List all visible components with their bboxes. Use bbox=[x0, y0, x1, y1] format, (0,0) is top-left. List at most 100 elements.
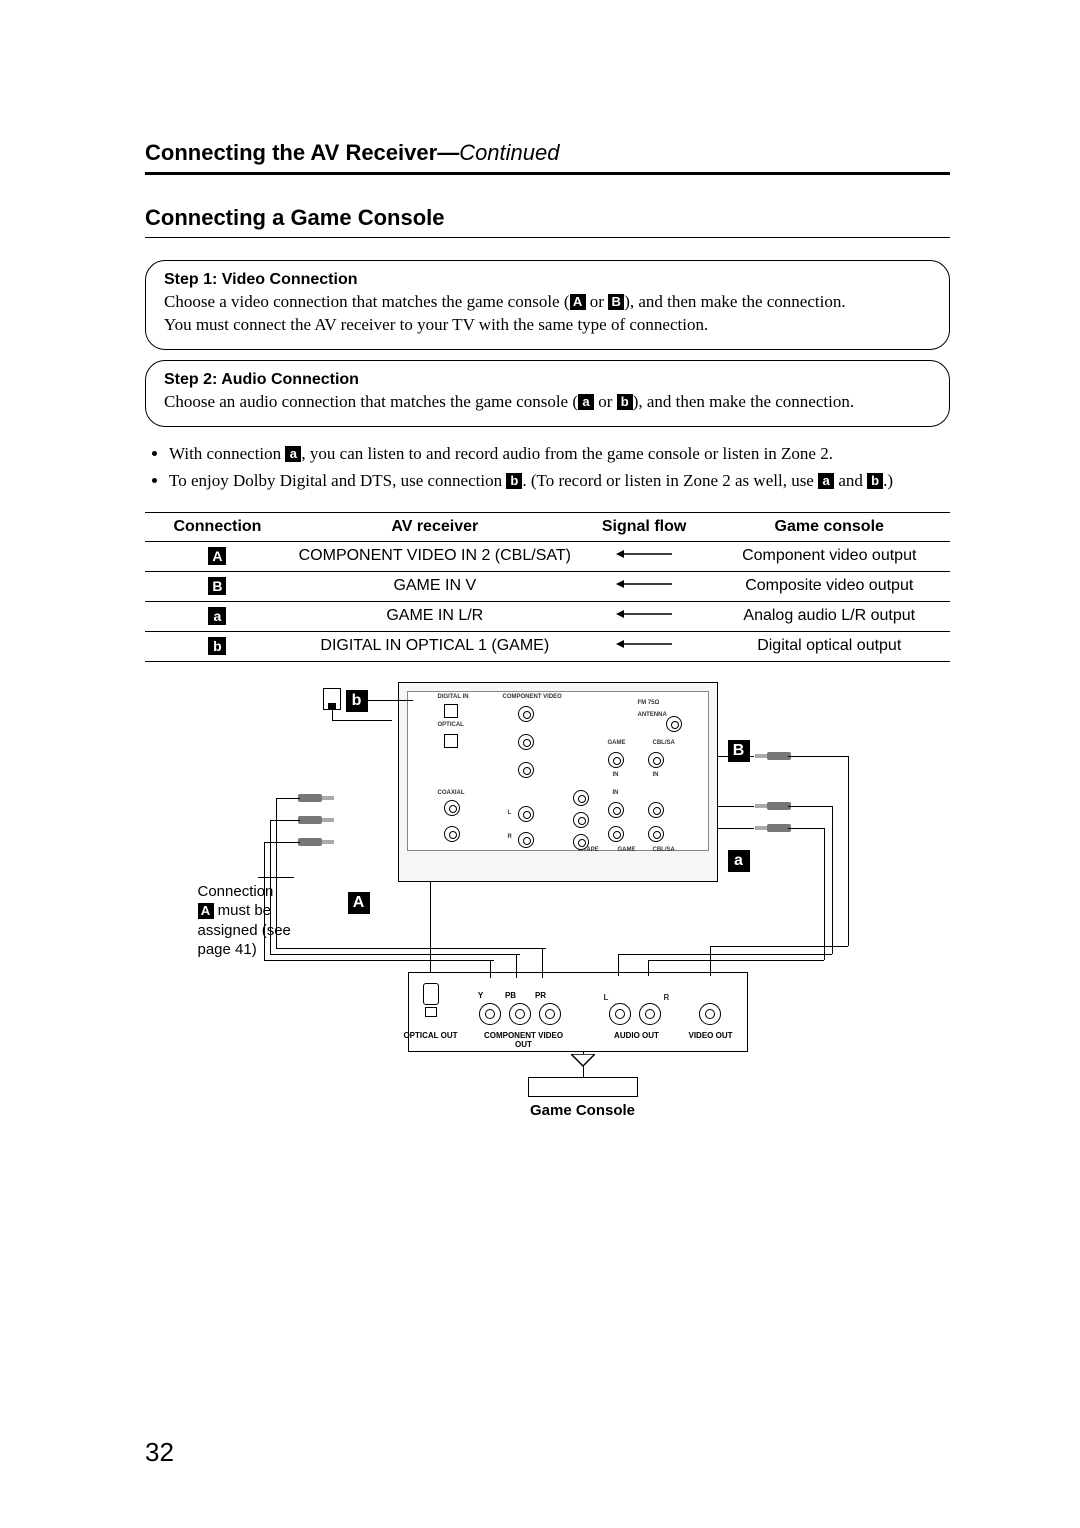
label-component-out: COMPONENT VIDEO OUT bbox=[479, 1031, 569, 1049]
port-icon bbox=[648, 802, 664, 818]
wire bbox=[270, 820, 300, 822]
port-icon bbox=[648, 752, 664, 768]
chip-A-icon: A bbox=[208, 547, 226, 565]
wire bbox=[618, 954, 620, 976]
wire bbox=[270, 820, 272, 954]
label-coaxial: COAXIAL bbox=[438, 790, 465, 796]
marker-b: b bbox=[346, 690, 368, 712]
wire bbox=[718, 806, 754, 808]
coax-port-icon bbox=[444, 800, 460, 816]
receiver-inner: DIGITAL IN OPTICAL COAXIAL COMPONENT VID… bbox=[407, 691, 709, 851]
table-row: b DIGITAL IN OPTICAL 1 (GAME) Digital op… bbox=[145, 631, 950, 661]
chip-a-icon: a bbox=[818, 473, 834, 489]
pr-jack-icon bbox=[539, 1003, 561, 1025]
label-l: L bbox=[508, 810, 512, 816]
step1-text: Choose a video connection that matches t… bbox=[164, 292, 570, 311]
audio-r-port-icon bbox=[518, 832, 534, 848]
label-antenna: ANTENNA bbox=[638, 712, 667, 718]
bullet2-a: To enjoy Dolby Digital and DTS, use conn… bbox=[169, 471, 506, 490]
step2-body: Choose an audio connection that matches … bbox=[164, 391, 931, 414]
step2-title: Step 2: Audio Connection bbox=[164, 371, 931, 389]
rca-plug-icon bbox=[298, 792, 336, 804]
connection-table: Connection AV receiver Signal flow Game … bbox=[145, 512, 950, 662]
chip-b-icon: b bbox=[506, 473, 522, 489]
rca-plug-icon bbox=[298, 836, 336, 848]
step2-or: or bbox=[594, 392, 617, 411]
audio-l-jack-icon bbox=[609, 1003, 631, 1025]
triangle-down-icon bbox=[571, 1054, 595, 1068]
label-l: L bbox=[604, 993, 609, 1002]
wire bbox=[276, 948, 546, 950]
wire bbox=[788, 756, 848, 758]
wire bbox=[332, 720, 392, 722]
optical-out-base-icon bbox=[425, 1007, 437, 1017]
label-game2: GAME bbox=[618, 847, 636, 853]
port-icon bbox=[444, 826, 460, 842]
label-fm: FM 75Ω bbox=[638, 700, 660, 706]
wire bbox=[648, 960, 650, 976]
label-pb: PB bbox=[504, 991, 518, 1000]
label-video-out: VIDEO OUT bbox=[681, 1031, 741, 1040]
list-item: With connection a, you can listen to and… bbox=[169, 441, 950, 467]
component-y-port-icon bbox=[518, 706, 534, 722]
optical-plug-icon bbox=[323, 688, 341, 710]
th-receiver: AV receiver bbox=[290, 512, 580, 541]
chip-A-icon: A bbox=[198, 903, 214, 919]
wire bbox=[276, 798, 300, 800]
wire bbox=[788, 828, 824, 830]
rca-plug-icon bbox=[753, 750, 791, 762]
step1-title: Step 1: Video Connection bbox=[164, 271, 931, 289]
bullet2-c: .) bbox=[883, 471, 893, 490]
cell-recv: COMPONENT VIDEO IN 2 (CBL/SAT) bbox=[290, 541, 580, 571]
optical-out-icon bbox=[423, 983, 439, 1005]
th-signal: Signal flow bbox=[580, 512, 709, 541]
side-note-line1: Connection bbox=[198, 883, 274, 900]
cell-console: Digital optical output bbox=[708, 631, 950, 661]
arrow-left-icon bbox=[614, 578, 674, 590]
cell-arrow bbox=[580, 601, 709, 631]
audio-l-port-icon bbox=[518, 806, 534, 822]
th-console: Game console bbox=[708, 512, 950, 541]
wire bbox=[618, 954, 832, 956]
port-icon bbox=[573, 834, 589, 850]
label-cblsa2: CBL/SA bbox=[653, 847, 675, 853]
chip-b-icon: b bbox=[867, 473, 883, 489]
cell-console: Analog audio L/R output bbox=[708, 601, 950, 631]
game-l-port-icon bbox=[608, 802, 624, 818]
wire bbox=[832, 806, 834, 954]
arrow-left-icon bbox=[614, 548, 674, 560]
page-header: Connecting the AV Receiver—Continued bbox=[145, 140, 950, 175]
console-label: Game Console bbox=[498, 1102, 668, 1119]
wire bbox=[270, 954, 520, 956]
optical-port-icon bbox=[444, 704, 458, 718]
optical-port-icon bbox=[444, 734, 458, 748]
wire bbox=[516, 954, 518, 978]
pb-jack-icon bbox=[509, 1003, 531, 1025]
av-receiver-panel: DIGITAL IN OPTICAL COAXIAL COMPONENT VID… bbox=[398, 682, 718, 882]
chip-B-icon: B bbox=[208, 577, 226, 595]
cell-console: Composite video output bbox=[708, 571, 950, 601]
label-audio-out: AUDIO OUT bbox=[607, 1031, 667, 1040]
chip-a-icon: a bbox=[208, 607, 226, 625]
y-jack-icon bbox=[479, 1003, 501, 1025]
chip-b-icon: b bbox=[208, 637, 226, 655]
chip-a-icon: a bbox=[578, 394, 594, 410]
label-in2: IN bbox=[653, 772, 659, 778]
table-row: a GAME IN L/R Analog audio L/R output bbox=[145, 601, 950, 631]
wire bbox=[332, 710, 334, 720]
arrow-left-icon bbox=[614, 638, 674, 650]
bullet1-b: , you can listen to and record audio fro… bbox=[301, 444, 833, 463]
label-optical: OPTICAL bbox=[438, 722, 464, 728]
wire bbox=[788, 806, 832, 808]
rca-plug-icon bbox=[753, 800, 791, 812]
step1-text2: ), and then make the connection. bbox=[624, 292, 845, 311]
bullet1-a: With connection bbox=[169, 444, 285, 463]
chip-B-icon: B bbox=[608, 294, 624, 310]
bullet2-b: . (To record or listen in Zone 2 as well… bbox=[522, 471, 818, 490]
wire bbox=[490, 960, 492, 978]
wire bbox=[848, 756, 850, 946]
cell-recv: GAME IN V bbox=[290, 571, 580, 601]
page-number: 32 bbox=[145, 1437, 174, 1468]
th-connection: Connection bbox=[145, 512, 290, 541]
wire bbox=[718, 756, 754, 758]
